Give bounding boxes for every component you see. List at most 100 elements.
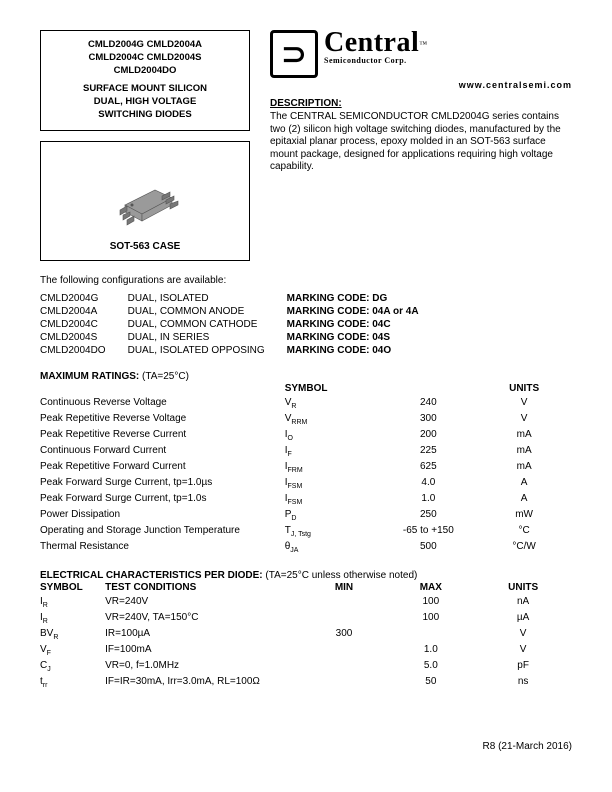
config-part: CMLD2004DO: [40, 344, 128, 357]
rating-value: 200: [380, 428, 476, 444]
elec-max: 5.0: [387, 659, 474, 675]
col-symbol: SYMBOL: [285, 382, 381, 396]
config-desc: DUAL, COMMON CATHODE: [128, 318, 287, 331]
rating-value: 300: [380, 412, 476, 428]
config-intro: The following configurations are availab…: [40, 275, 572, 286]
elec-symbol: IR: [40, 611, 105, 627]
rating-value: 240: [380, 396, 476, 412]
config-desc: DUAL, IN SERIES: [128, 331, 287, 344]
rating-row: Operating and Storage Junction Temperatu…: [40, 524, 572, 540]
max-ratings-table: SYMBOL UNITS Continuous Reverse VoltageV…: [40, 382, 572, 556]
config-marking: MARKING CODE: 04S: [287, 331, 441, 344]
config-part: CMLD2004S: [40, 331, 128, 344]
rating-symbol: IFRM: [285, 460, 381, 476]
elec-max: 50: [387, 675, 474, 691]
elec-min: [301, 643, 388, 659]
elec-unit: V: [474, 627, 572, 643]
elec-unit: µA: [474, 611, 572, 627]
rating-name: Peak Repetitive Forward Current: [40, 460, 285, 476]
header-row: CMLD2004G CMLD2004A CMLD2004C CMLD2004S …: [40, 30, 572, 261]
elec-min: [301, 659, 388, 675]
rating-row: Thermal ResistanceθJA500°C/W: [40, 540, 572, 556]
description-body: The CENTRAL SEMICONDUCTOR CMLD2004G seri…: [270, 111, 572, 174]
col-conditions: TEST CONDITIONS: [105, 581, 300, 595]
rating-row: Peak Repetitive Reverse VoltageVRRM300V: [40, 412, 572, 428]
rating-name: Peak Repetitive Reverse Current: [40, 428, 285, 444]
rating-name: Thermal Resistance: [40, 540, 285, 556]
right-column: ⊃ Central™ Semiconductor Corp. www.centr…: [270, 30, 572, 174]
part-number-box: CMLD2004G CMLD2004A CMLD2004C CMLD2004S …: [40, 30, 250, 131]
elec-min: [301, 595, 388, 611]
col-units: UNITS: [476, 382, 572, 396]
elec-min: 300: [301, 627, 388, 643]
partno-line: CMLD2004C CMLD2004S: [47, 52, 243, 65]
elec-symbol: VF: [40, 643, 105, 659]
rating-row: Continuous Reverse VoltageVR240V: [40, 396, 572, 412]
col-symbol: SYMBOL: [40, 581, 105, 595]
elec-min: [301, 675, 388, 691]
rating-unit: mA: [476, 444, 572, 460]
rating-name: Operating and Storage Junction Temperatu…: [40, 524, 285, 540]
rating-unit: V: [476, 412, 572, 428]
config-row: CMLD2004SDUAL, IN SERIESMARKING CODE: 04…: [40, 331, 441, 344]
elec-max: 1.0: [387, 643, 474, 659]
logo-mark-icon: ⊃: [270, 30, 318, 78]
elec-condition: IF=100mA: [105, 643, 300, 659]
config-marking: MARKING CODE: 04O: [287, 344, 441, 357]
rating-name: Peak Forward Surge Current, tp=1.0s: [40, 492, 285, 508]
elec-symbol: CJ: [40, 659, 105, 675]
elec-row: VFIF=100mA1.0V: [40, 643, 572, 659]
rating-unit: V: [476, 396, 572, 412]
rating-symbol: TJ, Tstg: [285, 524, 381, 540]
rating-value: 1.0: [380, 492, 476, 508]
elec-condition: VR=240V, TA=150°C: [105, 611, 300, 627]
rating-name: Continuous Forward Current: [40, 444, 285, 460]
config-marking: MARKING CODE: DG: [287, 292, 441, 305]
elec-condition: VR=0, f=1.0MHz: [105, 659, 300, 675]
package-drawing-icon: [100, 165, 190, 235]
rating-symbol: IFSM: [285, 476, 381, 492]
logo-brand: Central: [324, 27, 419, 58]
elec-symbol: BVR: [40, 627, 105, 643]
rating-symbol: VRRM: [285, 412, 381, 428]
rating-unit: mA: [476, 460, 572, 476]
config-marking: MARKING CODE: 04C: [287, 318, 441, 331]
elec-condition: IR=100µA: [105, 627, 300, 643]
rating-unit: A: [476, 476, 572, 492]
rating-value: -65 to +150: [380, 524, 476, 540]
elec-max: [387, 627, 474, 643]
rating-symbol: VR: [285, 396, 381, 412]
company-logo: ⊃ Central™ Semiconductor Corp.: [270, 30, 572, 78]
elec-min: [301, 611, 388, 627]
rating-row: Peak Forward Surge Current, tp=1.0µsIFSM…: [40, 476, 572, 492]
rating-name: Continuous Reverse Voltage: [40, 396, 285, 412]
rating-value: 4.0: [380, 476, 476, 492]
config-desc: DUAL, ISOLATED OPPOSING: [128, 344, 287, 357]
elec-symbol: IR: [40, 595, 105, 611]
elec-max: 100: [387, 595, 474, 611]
description-heading: DESCRIPTION:: [270, 98, 572, 109]
rating-value: 500: [380, 540, 476, 556]
subtitle-line: SURFACE MOUNT SILICON: [47, 83, 243, 96]
electrical-characteristics-table: SYMBOL TEST CONDITIONS MIN MAX UNITS IRV…: [40, 581, 572, 691]
config-row: CMLD2004GDUAL, ISOLATEDMARKING CODE: DG: [40, 292, 441, 305]
subtitle-line: SWITCHING DIODES: [47, 109, 243, 122]
config-part: CMLD2004G: [40, 292, 128, 305]
col-units: UNITS: [474, 581, 572, 595]
rating-unit: mW: [476, 508, 572, 524]
elec-row: IRVR=240V, TA=150°C100µA: [40, 611, 572, 627]
rating-symbol: IFSM: [285, 492, 381, 508]
max-ratings-heading: MAXIMUM RATINGS: (TA=25°C): [40, 371, 572, 382]
rating-value: 625: [380, 460, 476, 476]
rating-symbol: PD: [285, 508, 381, 524]
elec-row: BVRIR=100µA300 V: [40, 627, 572, 643]
elec-symbol: trr: [40, 675, 105, 691]
case-label: SOT-563 CASE: [110, 241, 181, 252]
rating-row: Power DissipationPD250mW: [40, 508, 572, 524]
config-desc: DUAL, COMMON ANODE: [128, 305, 287, 318]
elec-condition: VR=240V: [105, 595, 300, 611]
revision-label: R8 (21-March 2016): [40, 741, 572, 752]
package-drawing-box: SOT-563 CASE: [40, 141, 250, 261]
config-part: CMLD2004A: [40, 305, 128, 318]
rating-unit: mA: [476, 428, 572, 444]
